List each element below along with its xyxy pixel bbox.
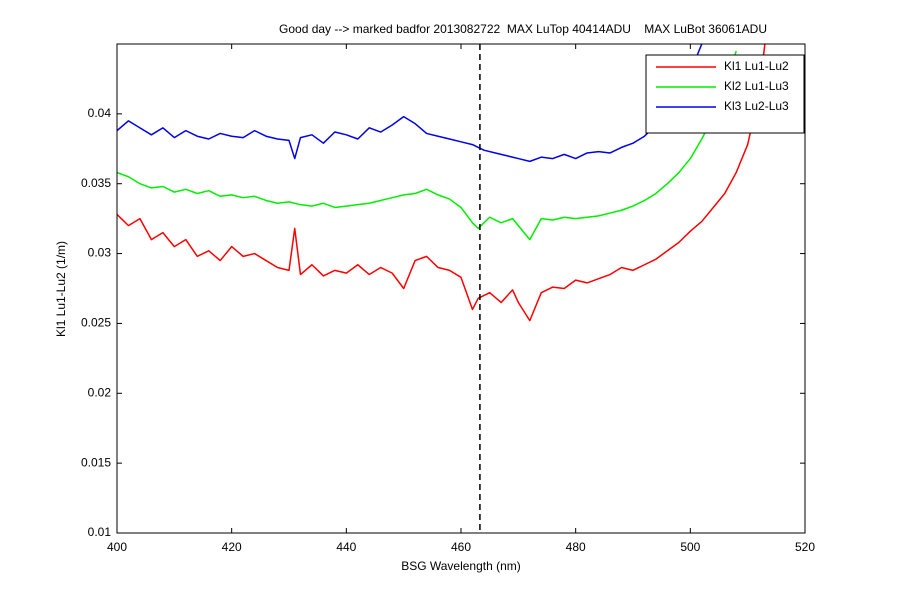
series-line — [117, 44, 703, 163]
x-axis-label: BSG Wavelength (nm) — [401, 559, 521, 573]
y-tick-label: 0.015 — [81, 455, 111, 469]
x-tick-label: 440 — [336, 540, 356, 554]
legend-label: Kl2 Lu1-Lu3 — [724, 79, 789, 93]
plot-area — [117, 44, 766, 322]
series-line — [117, 44, 766, 322]
x-tick-label: 480 — [566, 540, 586, 554]
x-tick-label: 500 — [680, 540, 700, 554]
y-tick-label: 0.035 — [81, 176, 111, 190]
legend-box — [645, 54, 805, 134]
x-tick-label: 420 — [222, 540, 242, 554]
chart-title: Good day --> marked badfor 2013082722 MA… — [279, 22, 767, 36]
x-tick-label: 520 — [795, 540, 815, 554]
x-tick-label: 460 — [451, 540, 471, 554]
legend-label: Kl3 Lu2-Lu3 — [724, 99, 789, 113]
plot-frame — [116, 43, 806, 534]
legend-label: Kl1 Lu1-Lu2 — [724, 59, 789, 73]
y-axis-label: Kl1 Lu1-Lu2 (1/m) — [54, 241, 68, 337]
y-tick-label: 0.04 — [88, 106, 112, 120]
y-tick-label: 0.025 — [81, 316, 111, 330]
series-line — [117, 50, 737, 241]
y-tick-label: 0.01 — [88, 525, 112, 539]
y-tick-label: 0.03 — [88, 246, 112, 260]
y-tick-label: 0.02 — [88, 385, 112, 399]
x-tick-label: 400 — [107, 540, 127, 554]
